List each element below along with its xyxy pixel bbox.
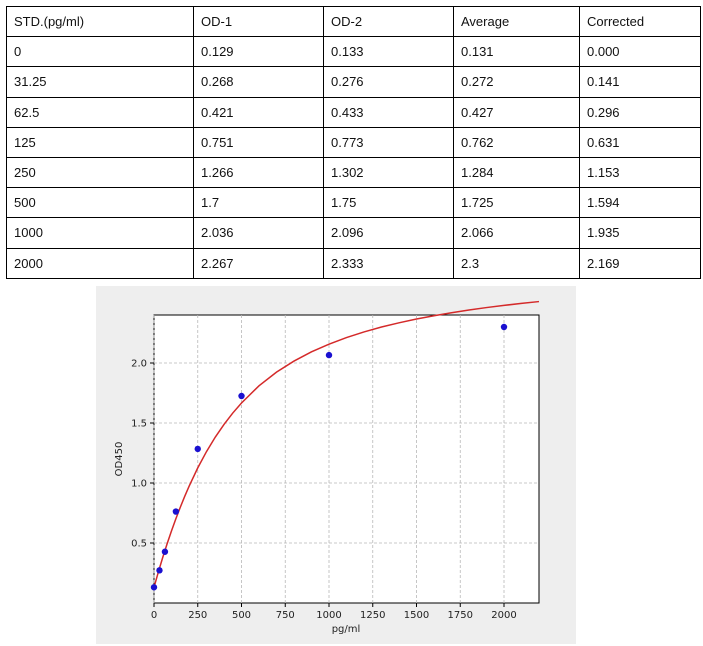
- table-row: 31.25 0.268 0.276 0.272 0.141: [6, 66, 701, 98]
- table-row: 1000 2.036 2.096 2.066 1.935: [6, 217, 701, 249]
- table-header-row: STD.(pg/ml) OD-1 OD-2 Average Corrected: [6, 5, 701, 38]
- table-cell: 1.266: [193, 156, 324, 189]
- column-header: Average: [453, 5, 580, 38]
- data-point: [500, 323, 508, 331]
- x-tick-label: 0: [151, 610, 157, 621]
- table-cell: 1.594: [579, 187, 701, 219]
- y-axis-label: OD450: [114, 442, 125, 477]
- standard-curve-chart: 0 250 500 750 1000 1250 1500 1750 2000 0.5 1.0 1.5 2…: [114, 300, 540, 635]
- x-tick-label: 2000: [491, 610, 516, 621]
- y-tick-label: 1.5: [131, 419, 147, 430]
- table-cell: 1.725: [453, 187, 580, 219]
- x-tick-label: 750: [276, 610, 295, 621]
- data-point: [238, 392, 245, 400]
- x-tick-label: 1000: [316, 610, 341, 621]
- table-cell: 0.276: [323, 66, 454, 98]
- grid-lines: [153, 315, 539, 603]
- table-cell: 2.3: [453, 247, 580, 279]
- x-tick-label: 500: [232, 610, 251, 621]
- table-row: 250 1.266 1.302 1.284 1.153: [6, 156, 701, 189]
- table-row: 2000 2.267 2.333 2.3 2.169: [6, 247, 701, 279]
- fit-curve: [153, 300, 540, 588]
- table-cell: 2.333: [323, 247, 454, 279]
- table-row: 125 0.751 0.773 0.762 0.631: [6, 126, 701, 158]
- table-cell: 2.169: [579, 247, 701, 279]
- column-header: STD.(pg/ml): [6, 5, 194, 38]
- table-row: 0 0.129 0.133 0.131 0.000: [6, 36, 701, 68]
- data-point: [194, 445, 201, 453]
- column-header: OD-2: [323, 5, 454, 38]
- table-cell: 125: [6, 126, 194, 158]
- table-cell: 1.75: [323, 187, 454, 219]
- plot-area: [153, 314, 540, 604]
- table-cell: 62.5: [6, 96, 194, 128]
- table-cell: 0.272: [453, 66, 580, 98]
- table-cell: 0.268: [193, 66, 324, 98]
- table-cell: 500: [6, 187, 194, 219]
- table-cell: 1.7: [193, 187, 324, 219]
- x-tick-label: 1500: [404, 610, 429, 621]
- axis-ticks: 0 250 500 750 1000 1250 1500 1750 2000 0.5 1.0 1.5 2…: [131, 359, 517, 622]
- table-cell: 0.129: [193, 36, 324, 68]
- standards-table: STD.(pg/ml) OD-1 OD-2 Average Corrected 0 0.12…: [6, 5, 701, 279]
- table-cell: 1.284: [453, 156, 580, 189]
- x-tick-label: 250: [188, 610, 207, 621]
- table-cell: 1.302: [323, 156, 454, 189]
- table-cell: 2.066: [453, 217, 580, 249]
- table-cell: 0.433: [323, 96, 454, 128]
- table-cell: 2.267: [193, 247, 324, 279]
- table-cell: 0.762: [453, 126, 580, 158]
- table-cell: 0.296: [579, 96, 701, 128]
- table-cell: 0.131: [453, 36, 580, 68]
- table-cell: 0.751: [193, 126, 324, 158]
- table-cell: 0.773: [323, 126, 454, 158]
- chart-panel: 0 250 500 750 1000 1250 1500 1750 2000 0.5 1.0 1.5 2…: [96, 286, 576, 644]
- table-cell: 1.153: [579, 156, 701, 189]
- data-point: [156, 567, 163, 574]
- y-tick-label: 2.0: [131, 359, 147, 370]
- column-header: Corrected: [579, 5, 701, 38]
- table-cell: 1.935: [579, 217, 701, 249]
- table-cell: 2.096: [323, 217, 454, 249]
- table-cell: 1000: [6, 217, 194, 249]
- x-tick-label: 1750: [448, 610, 473, 621]
- data-point: [161, 548, 169, 555]
- table-cell: 250: [6, 156, 194, 189]
- table-row: 62.5 0.421 0.433 0.427 0.296: [6, 96, 701, 128]
- column-header: OD-1: [193, 5, 324, 38]
- table-cell: 31.25: [6, 66, 194, 98]
- y-tick-label: 0.5: [131, 539, 147, 550]
- table-cell: 0.631: [579, 126, 701, 158]
- data-point: [325, 351, 333, 359]
- x-axis-label: pg/ml: [332, 624, 361, 635]
- table-cell: 0.427: [453, 96, 580, 128]
- x-tick-label: 1250: [360, 610, 385, 621]
- data-point: [172, 508, 180, 515]
- table-cell: 2000: [6, 247, 194, 279]
- fit-curve-layer: [153, 300, 540, 588]
- data-point: [150, 584, 158, 591]
- table-cell: 0.133: [323, 36, 454, 68]
- table-cell: 0.141: [579, 66, 701, 98]
- table-cell: 0.000: [579, 36, 701, 68]
- table-cell: 0: [6, 36, 194, 68]
- table-row: 500 1.7 1.75 1.725 1.594: [6, 187, 701, 219]
- table-cell: 0.421: [193, 96, 324, 128]
- table-cell: 2.036: [193, 217, 324, 249]
- y-tick-label: 1.0: [131, 479, 147, 490]
- data-points-layer: [150, 323, 508, 591]
